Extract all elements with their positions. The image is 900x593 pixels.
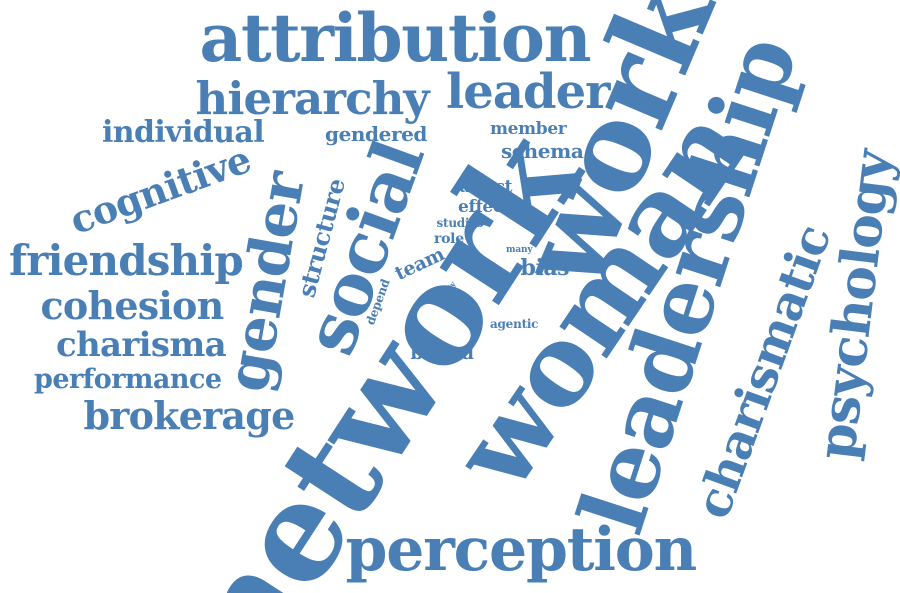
word-effect: effect — [458, 196, 511, 217]
word-role: role — [434, 231, 464, 247]
word-studies: studies — [436, 216, 484, 230]
word-charisma: charisma — [56, 325, 227, 365]
word-hierarchy: hierarchy — [195, 71, 430, 125]
word-many: many — [506, 244, 533, 255]
word-individual: individual — [102, 115, 265, 150]
word-psychology: psychology — [805, 147, 900, 463]
word-gendered: gendered — [325, 122, 428, 146]
word-attribution: attribution — [199, 0, 592, 77]
word-brokerage: brokerage — [83, 393, 296, 438]
word-friendship: friendship — [9, 236, 244, 285]
word-gender: gender — [212, 167, 318, 397]
word-schema: schema — [501, 139, 584, 163]
word-agentic: agentic — [490, 317, 539, 331]
word-cohesion: cohesion — [40, 283, 225, 328]
word-cognitive: cognitive — [63, 136, 256, 243]
word-performance: performance — [34, 363, 222, 395]
word-leader: leader — [446, 64, 610, 120]
word-member: member — [490, 118, 567, 139]
word-affect: affect — [459, 176, 513, 197]
word-perception: perception — [345, 515, 698, 585]
word-biased: biased — [410, 343, 474, 364]
word-bias: bias — [520, 255, 570, 281]
